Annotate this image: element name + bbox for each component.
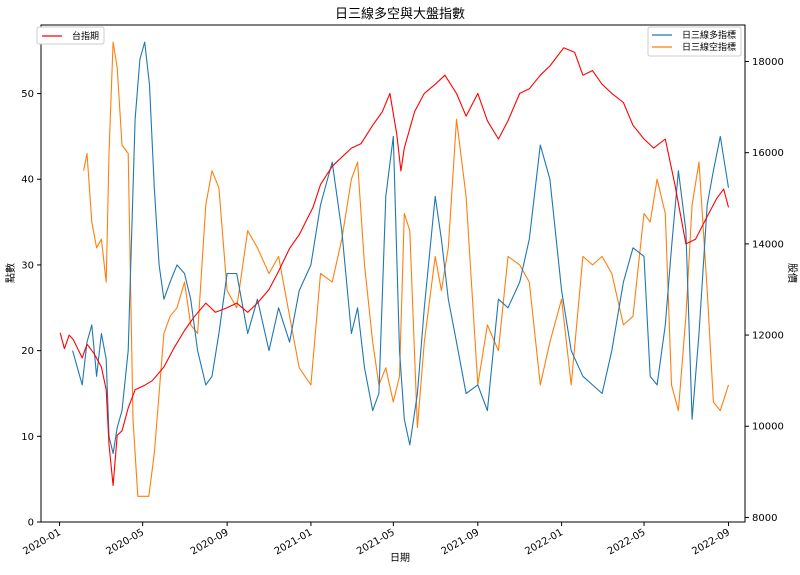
legend-label-long: 日三線多指標 <box>682 29 736 41</box>
y-right-tick-label: 14000 <box>752 239 784 250</box>
x-axis-title: 日期 <box>390 552 410 564</box>
y-left-tick-label: 30 <box>21 260 34 271</box>
plot-frame <box>40 24 746 523</box>
y-left-tick-label: 40 <box>21 175 34 186</box>
y-left-tick-label: 20 <box>21 346 34 357</box>
y-left-tick-label: 0 <box>28 518 34 529</box>
legend-left: 台指期 <box>36 26 105 45</box>
legend-label-taiex: 台指期 <box>72 30 99 42</box>
y-right-tick-label: 18000 <box>752 57 784 68</box>
y-right-tick-label: 12000 <box>752 331 784 342</box>
series-line-long-indicator <box>72 41 730 454</box>
legend-right: 日三線多指標 日三線空指標 <box>647 26 742 57</box>
y-axis-left-title: 點數 <box>4 263 17 283</box>
legend-left-box <box>36 26 105 45</box>
legend-label-short: 日三線空指標 <box>682 41 736 53</box>
y-left-tick-label: 50 <box>21 89 34 100</box>
series-line-short-indicator <box>83 41 730 497</box>
legend-right-box <box>647 26 742 57</box>
y-right-tick-label: 16000 <box>752 148 784 159</box>
y-axis-right-title: 股價 <box>786 263 799 283</box>
y-left-tick-label: 10 <box>21 432 34 443</box>
series-line-taiex <box>59 47 730 487</box>
chart-title: 日三線多空與大盤指數 <box>335 6 465 22</box>
plot-area <box>59 41 730 497</box>
y-right-tick-label: 8000 <box>752 513 777 524</box>
y-right-tick-label: 10000 <box>752 422 784 433</box>
